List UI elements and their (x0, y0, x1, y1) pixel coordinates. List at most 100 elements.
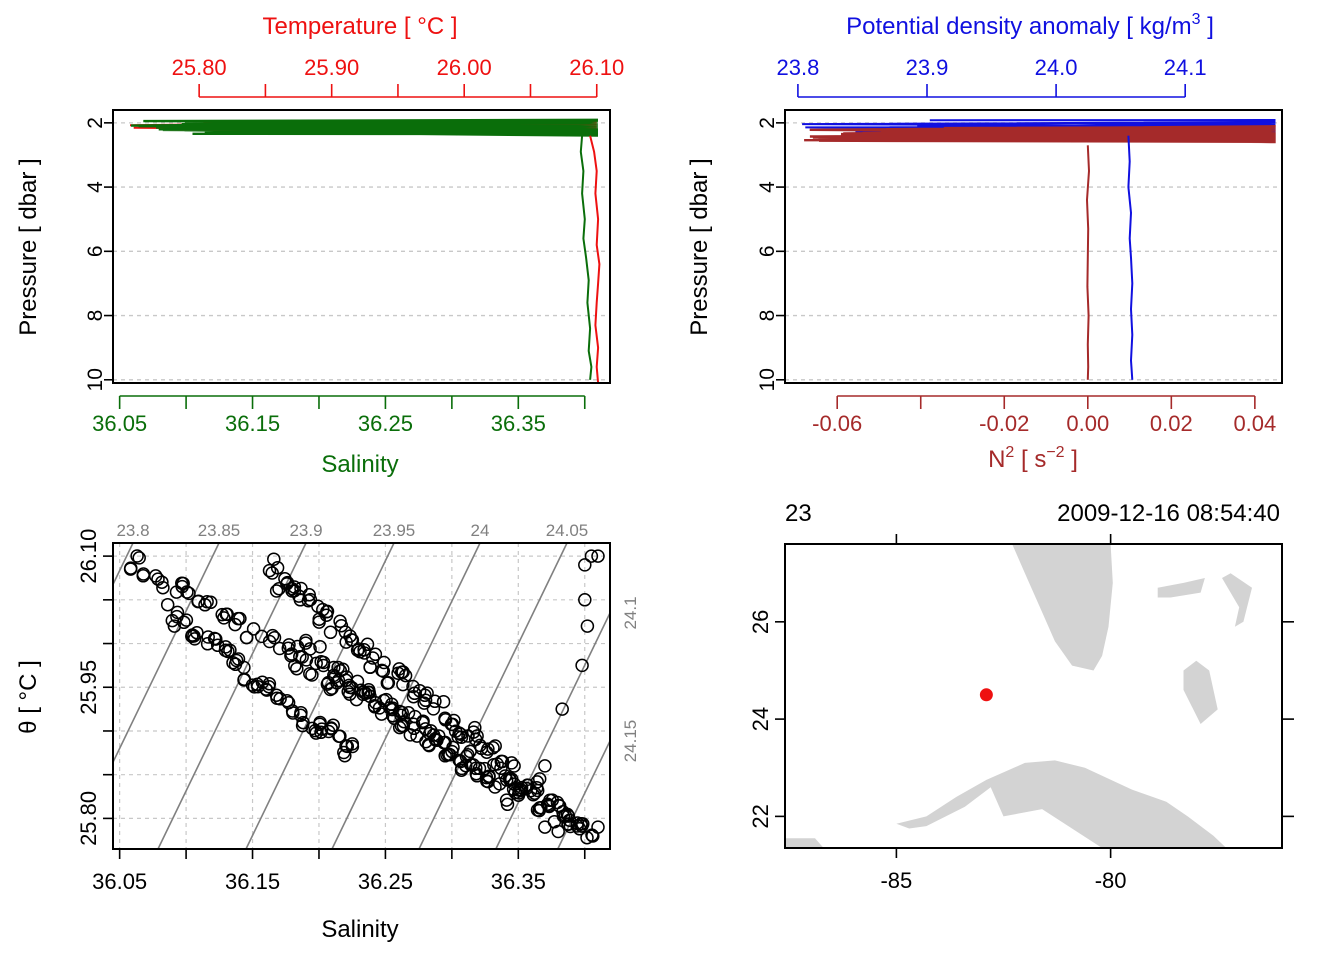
ts-point (336, 662, 350, 677)
ts-point (376, 664, 391, 678)
isopycnal-line (418, 543, 568, 849)
plot-frame (112, 542, 611, 850)
ts-point (591, 549, 605, 563)
x-tick-label: 36.05 (92, 869, 147, 894)
ts-point (293, 649, 307, 664)
y-tick-label: 26.10 (76, 529, 101, 584)
ts-point (470, 729, 484, 743)
ts-point (167, 619, 182, 633)
bottom-tick-label: 36.05 (92, 411, 147, 436)
ts-point (416, 714, 430, 728)
ts-point (207, 631, 222, 646)
salinity-axis: 36.05 36.15 36.25 36.35 (92, 395, 586, 436)
y-tick-label: 4 (84, 181, 107, 193)
ts-point (514, 780, 529, 795)
ts-point (231, 611, 245, 626)
land-grand-bahama (1157, 578, 1205, 598)
ts-point (461, 748, 475, 762)
ts-point (500, 797, 515, 812)
ts-point (180, 585, 194, 599)
ts-point (472, 761, 487, 776)
isopycnal-labels: 23.8 23.85 23.9 23.95 24 24.05 24.1 24.15 (116, 521, 640, 762)
bottom-tick-label: 36.25 (358, 411, 413, 436)
salinity-axis-title: Salinity (321, 916, 398, 943)
ts-point (302, 588, 316, 602)
theta-axis-title: θ [ °C ] (15, 660, 42, 734)
ts-point (381, 676, 396, 690)
pressure-axis: 2 4 6 8 10 (756, 117, 785, 391)
n2-axis: -0.06 -0.02 0.00 0.02 0.04 (812, 395, 1276, 436)
profile-series (129, 118, 601, 384)
station-marker-group (979, 688, 993, 702)
ts-point (356, 687, 370, 702)
theta-axis: 25.80 25.95 26.10 (76, 529, 113, 846)
lat-tick-label: 22 (748, 804, 773, 828)
ts-point (221, 644, 235, 659)
ts-point (520, 778, 535, 792)
map-axes: -85 -80 22 24 26 (748, 534, 1294, 893)
n2-line (1085, 145, 1091, 380)
ts-point (278, 572, 292, 586)
ts-point (447, 713, 461, 728)
ts-point (418, 688, 432, 703)
y-tick-label: 2 (84, 117, 107, 129)
density-line (1127, 135, 1134, 380)
ts-point (368, 647, 383, 662)
ts-point (487, 757, 501, 772)
ts-point (350, 643, 365, 657)
y-tick-label: 8 (84, 310, 107, 322)
ts-point (397, 714, 411, 729)
ts-point (578, 558, 592, 572)
ts-point (303, 666, 317, 681)
ts-point (246, 622, 261, 636)
ts-point (326, 718, 340, 732)
y-tick-label: 2 (756, 117, 779, 129)
ts-point (305, 668, 319, 682)
ts-point (343, 629, 357, 643)
ts-point (217, 611, 231, 625)
x-tick-label: 36.15 (225, 869, 280, 894)
ts-point (267, 552, 281, 566)
isopycnal-label: 23.9 (289, 521, 322, 540)
ts-point (299, 633, 313, 648)
station-marker (979, 688, 993, 702)
lon-tick-label: -85 (880, 868, 912, 893)
ts-point (160, 597, 175, 612)
ts-point (507, 759, 521, 773)
y-tick-label: 8 (756, 310, 779, 322)
ts-point (366, 651, 380, 665)
ts-point (504, 772, 519, 786)
ts-point (190, 625, 204, 640)
ts-point (441, 747, 456, 761)
top-tick-label: 26.10 (569, 55, 624, 80)
lon-tick-label: -80 (1095, 868, 1127, 893)
ts-point (466, 725, 481, 739)
ts-point (272, 641, 287, 656)
ts-point (530, 803, 545, 817)
isopycnal-label: 24.15 (621, 720, 640, 763)
bottom-tick-label: 0.00 (1066, 411, 1109, 436)
map-frame (784, 543, 1283, 849)
ts-point (282, 638, 296, 652)
bottom-tick-label: 0.02 (1150, 411, 1193, 436)
ts-point (584, 549, 599, 563)
isopycnal-label: 24.1 (621, 596, 640, 629)
y-tick-label: 6 (756, 245, 779, 257)
land-florida (1012, 544, 1113, 671)
ts-point (323, 625, 338, 640)
ts-grid (113, 543, 610, 849)
ts-point (262, 563, 277, 578)
plot-frame (784, 109, 1283, 384)
ts-point (320, 604, 335, 619)
ts-point (575, 658, 589, 673)
ts-point (426, 702, 441, 716)
temperature-axis-title: Temperature [ °C ] (263, 13, 458, 40)
ts-point (286, 706, 300, 720)
isopycnal-label: 24 (471, 521, 490, 540)
isopycnal-line (495, 612, 610, 849)
ts-point (495, 754, 510, 769)
density-profile-panel: Potential density anomaly [ kg/m3 ] N2 [… (686, 11, 1283, 473)
ts-point (452, 726, 466, 740)
ts-point (463, 744, 477, 759)
top-tick-label: 25.90 (304, 55, 359, 80)
